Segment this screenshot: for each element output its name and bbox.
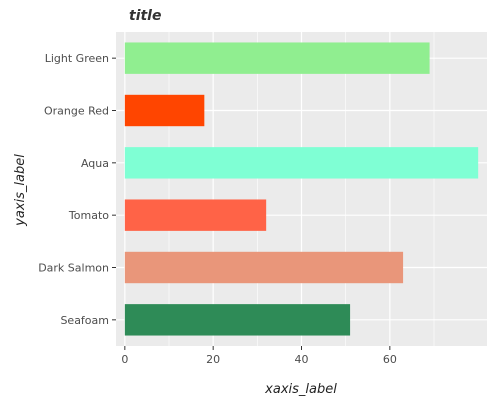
bar-light-green — [124, 42, 430, 74]
y-tick-label-orange-red: Orange Red — [44, 105, 109, 118]
chart-title: title — [129, 8, 161, 24]
bar-tomato — [124, 199, 267, 231]
x-axis-label: xaxis_label — [264, 382, 337, 397]
y-tick-label-tomato: Tomato — [68, 209, 109, 222]
bar-aqua — [124, 147, 479, 179]
y-tick-label-dark-salmon: Dark Salmon — [38, 262, 109, 275]
bar-dark-salmon — [124, 251, 404, 284]
plot-group: Seafoam Dark Salmon Tomato Aqua Orange Red Li… — [38, 32, 487, 366]
bar-seafoam — [124, 304, 351, 336]
x-tick-label-40: 40 — [295, 353, 309, 366]
x-tick-label-60: 60 — [383, 353, 397, 366]
y-axis-label: yaxis_label — [13, 154, 28, 227]
y-tick-label-aqua: Aqua — [81, 157, 109, 170]
x-tick-label-0: 0 — [121, 353, 128, 366]
y-tick-label-seafoam: Seafoam — [60, 314, 109, 327]
y-tick-label-light-green: Light Green — [45, 52, 109, 65]
bar-orange-red — [124, 94, 205, 127]
x-tick-label-20: 20 — [206, 353, 220, 366]
